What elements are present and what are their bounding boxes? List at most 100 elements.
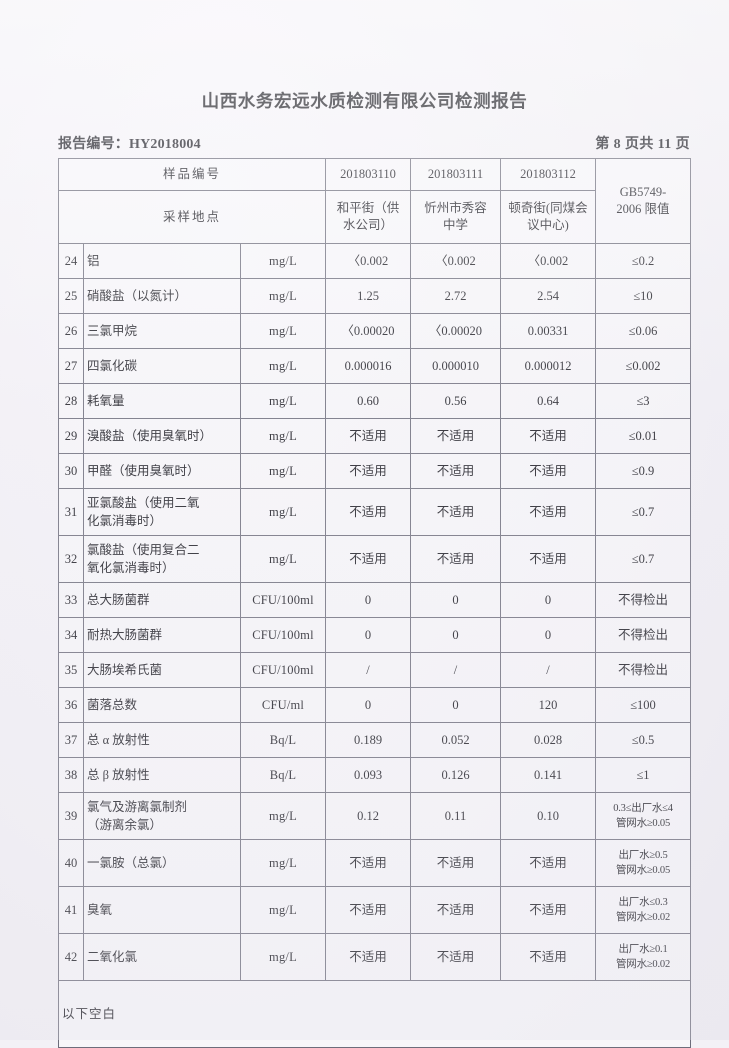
parameter-name: 总 β 放射性 — [83, 757, 241, 793]
table-row: 29 溴酸盐（使用臭氧时） mg/L 不适用 不适用 不适用 ≤0.01 — [58, 418, 691, 454]
row-index: 26 — [58, 313, 84, 349]
sample-value-3: 〈0.002 — [500, 243, 596, 279]
row-index: 40 — [58, 839, 84, 887]
standard-limit-line2: 2006 限值 — [616, 202, 670, 216]
table-row: 32 氯酸盐（使用复合二 氧化氯消毒时） mg/L 不适用 不适用 不适用 ≤0.7 — [58, 535, 691, 583]
sampling-site-header: 采样地点 — [58, 190, 326, 244]
sample-value-2: 不适用 — [410, 488, 501, 536]
sample-value-1: 0.60 — [325, 383, 411, 419]
row-index: 36 — [58, 687, 84, 723]
table-header-sample-row: 样品编号 201803110 201803111 201803112 GB5749- 20… — [58, 158, 691, 244]
sample-value-1: 不适用 — [325, 839, 411, 887]
sample-value-3: 0 — [500, 617, 596, 653]
row-index: 35 — [58, 652, 84, 688]
standard-limit-header: GB5749- 2006 限值 — [595, 158, 691, 244]
row-index: 39 — [58, 792, 84, 840]
sample-value-2: 不适用 — [410, 453, 501, 489]
table-row: 27 四氯化碳 mg/L 0.000016 0.000010 0.000012 ≤0.002 — [58, 348, 691, 384]
sample-value-1: 不适用 — [325, 488, 411, 536]
table-row: 40 一氯胺（总氯） mg/L 不适用 不适用 不适用 出厂水≥0.5 管网水≥0.05 — [58, 839, 691, 887]
parameter-name: 氯酸盐（使用复合二 氧化氯消毒时） — [83, 535, 241, 583]
sampling-site-header-1: 和平街（供 水公司） — [325, 190, 411, 244]
row-index: 24 — [58, 243, 84, 279]
parameter-name: 硝酸盐（以氮计） — [83, 278, 241, 314]
parameter-unit: mg/L — [240, 886, 326, 934]
sample-value-3: / — [500, 652, 596, 688]
parameter-name: 耗氧量 — [83, 383, 241, 419]
sample-value-1: 0 — [325, 582, 411, 618]
sample-id-header-1: 201803110 — [325, 158, 411, 191]
row-index: 41 — [58, 886, 84, 934]
standard-limit-value: ≤10 — [595, 278, 691, 314]
sample-value-2: 2.72 — [410, 278, 501, 314]
parameter-unit: Bq/L — [240, 722, 326, 758]
row-index: 29 — [58, 418, 84, 454]
parameter-unit: mg/L — [240, 792, 326, 840]
parameter-name: 大肠埃希氏菌 — [83, 652, 241, 688]
sample-value-3: 0.10 — [500, 792, 596, 840]
row-index: 31 — [58, 488, 84, 536]
sample-value-3: 0.000012 — [500, 348, 596, 384]
table-row: 42 二氧化氯 mg/L 不适用 不适用 不适用 出厂水≥0.1 管网水≥0.02 — [58, 933, 691, 981]
standard-limit-value: 0.3≤出厂水≤4 管网水≥0.05 — [595, 792, 691, 840]
sample-value-3: 不适用 — [500, 886, 596, 934]
sampling-site-header-3: 顿奇街(同煤会 议中心) — [500, 190, 596, 244]
sample-value-2: 不适用 — [410, 933, 501, 981]
sample-value-1: 不适用 — [325, 453, 411, 489]
sample-value-2: 不适用 — [410, 886, 501, 934]
sample-value-3: 不适用 — [500, 418, 596, 454]
table-header-site-row: 采样地点 和平街（供 水公司） 忻州市秀容 中学 顿奇街(同煤会 议中心) — [58, 190, 691, 244]
standard-limit-value: ≤100 — [595, 687, 691, 723]
standard-limit-value: ≤0.9 — [595, 453, 691, 489]
table-row: 28 耗氧量 mg/L 0.60 0.56 0.64 ≤3 — [58, 383, 691, 419]
table-row: 37 总 α 放射性 Bq/L 0.189 0.052 0.028 ≤0.5 — [58, 722, 691, 758]
sample-value-2: 0.126 — [410, 757, 501, 793]
parameter-name: 三氯甲烷 — [83, 313, 241, 349]
table-row: 39 氯气及游离氯制剂 （游离余氯） mg/L 0.12 0.11 0.10 0.3≤出厂水≤… — [58, 792, 691, 840]
sample-id-header-3: 201803112 — [500, 158, 596, 191]
sample-value-1: 不适用 — [325, 418, 411, 454]
row-index: 37 — [58, 722, 84, 758]
row-index: 34 — [58, 617, 84, 653]
row-index: 25 — [58, 278, 84, 314]
parameter-unit: mg/L — [240, 243, 326, 279]
table-row: 30 甲醛（使用臭氧时） mg/L 不适用 不适用 不适用 ≤0.9 — [58, 453, 691, 489]
standard-limit-value: ≤0.7 — [595, 535, 691, 583]
row-index: 38 — [58, 757, 84, 793]
page-indicator: 第 8 页共 11 页 — [595, 137, 690, 152]
parameter-unit: mg/L — [240, 933, 326, 981]
sample-value-2: 不适用 — [410, 839, 501, 887]
sample-value-1: 不适用 — [325, 933, 411, 981]
row-index: 30 — [58, 453, 84, 489]
table-row: 26 三氯甲烷 mg/L 〈0.00020 〈0.00020 0.00331 ≤0.06 — [58, 313, 691, 349]
sample-value-2: 0.000010 — [410, 348, 501, 384]
table-row: 34 耐热大肠菌群 CFU/100ml 0 0 0 不得检出 — [58, 617, 691, 653]
sample-value-3: 不适用 — [500, 535, 596, 583]
parameter-unit: Bq/L — [240, 757, 326, 793]
sample-value-3: 0.141 — [500, 757, 596, 793]
sample-value-2: 0.052 — [410, 722, 501, 758]
parameter-name: 耐热大肠菌群 — [83, 617, 241, 653]
sample-value-2: / — [410, 652, 501, 688]
table-row: 33 总大肠菌群 CFU/100ml 0 0 0 不得检出 — [58, 582, 691, 618]
parameter-unit: mg/L — [240, 453, 326, 489]
sample-value-1: 0.093 — [325, 757, 411, 793]
standard-limit-value: 不得检出 — [595, 652, 691, 688]
standard-limit-value: ≤0.5 — [595, 722, 691, 758]
sample-value-1: 〈0.002 — [325, 243, 411, 279]
parameter-unit: CFU/ml — [240, 687, 326, 723]
water-quality-results-table: 样品编号 201803110 201803111 201803112 GB5749- 20… — [58, 158, 691, 1048]
sample-value-2: 0.11 — [410, 792, 501, 840]
parameter-name: 四氯化碳 — [83, 348, 241, 384]
parameter-name: 总大肠菌群 — [83, 582, 241, 618]
table-row: 24 铝 mg/L 〈0.002 〈0.002 〈0.002 ≤0.2 — [58, 243, 691, 279]
sample-value-1: 0.000016 — [325, 348, 411, 384]
sample-value-1: 〈0.00020 — [325, 313, 411, 349]
table-row: 38 总 β 放射性 Bq/L 0.093 0.126 0.141 ≤1 — [58, 757, 691, 793]
sample-value-2: 不适用 — [410, 535, 501, 583]
sample-value-2: 〈0.002 — [410, 243, 501, 279]
parameter-name: 溴酸盐（使用臭氧时） — [83, 418, 241, 454]
parameter-unit: CFU/100ml — [240, 652, 326, 688]
table-footer-row: 以下空白 — [58, 980, 691, 1048]
parameter-name: 臭氧 — [83, 886, 241, 934]
